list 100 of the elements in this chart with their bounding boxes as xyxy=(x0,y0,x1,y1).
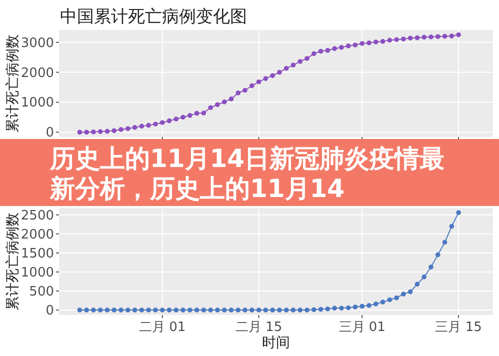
point xyxy=(456,210,461,215)
chart-title: 中国累计死亡病例变化图 xyxy=(60,7,247,27)
point xyxy=(298,59,303,64)
point xyxy=(298,308,303,312)
point xyxy=(270,308,275,312)
point xyxy=(435,252,440,258)
point xyxy=(346,43,351,48)
point xyxy=(139,124,144,129)
point xyxy=(125,126,130,132)
point xyxy=(160,308,165,312)
point xyxy=(401,36,406,42)
point xyxy=(222,100,227,104)
point xyxy=(366,303,372,308)
point xyxy=(387,38,392,43)
y-tick-label: 3000 xyxy=(20,36,54,51)
point xyxy=(160,120,165,126)
point xyxy=(318,48,324,54)
point xyxy=(366,40,372,46)
point xyxy=(91,130,96,134)
point xyxy=(236,90,241,96)
point xyxy=(153,122,158,127)
y-tick-label: 2000 xyxy=(20,227,54,242)
point xyxy=(104,308,110,312)
point xyxy=(201,308,206,312)
point xyxy=(277,308,282,312)
point xyxy=(77,130,82,135)
point xyxy=(222,308,227,312)
point xyxy=(228,308,234,312)
point xyxy=(215,308,220,312)
point xyxy=(166,308,172,312)
point xyxy=(180,114,186,120)
point xyxy=(187,308,192,312)
point xyxy=(428,264,434,270)
y-axis-title: 累计死亡病例数 xyxy=(5,212,21,310)
y-tick-label: 500 xyxy=(29,284,54,300)
point xyxy=(139,308,144,312)
point xyxy=(208,308,213,312)
y-tick-label: 1500 xyxy=(20,246,54,262)
point xyxy=(194,308,200,312)
point xyxy=(132,125,138,130)
point xyxy=(208,105,213,110)
point xyxy=(449,34,454,38)
point xyxy=(146,308,151,312)
point xyxy=(394,37,399,42)
point xyxy=(146,122,151,128)
y-tick-label: 1000 xyxy=(20,96,54,111)
point xyxy=(304,308,310,312)
x-tick-label: 三月 15 xyxy=(435,320,482,335)
point xyxy=(422,34,427,40)
point xyxy=(215,102,220,108)
point xyxy=(380,300,386,304)
point xyxy=(112,308,117,312)
point xyxy=(249,83,254,88)
point xyxy=(394,295,399,300)
point xyxy=(242,308,248,312)
point xyxy=(174,308,179,312)
point xyxy=(284,66,289,71)
point xyxy=(77,308,82,312)
point xyxy=(284,308,289,312)
point xyxy=(325,306,330,312)
point xyxy=(352,304,358,310)
point xyxy=(428,34,434,40)
point xyxy=(318,306,324,312)
point xyxy=(311,307,316,312)
point xyxy=(352,42,358,48)
point xyxy=(456,32,461,38)
point xyxy=(277,70,282,75)
y-tick-label: 1000 xyxy=(20,265,54,280)
point xyxy=(132,308,138,312)
point xyxy=(201,110,206,116)
point xyxy=(256,308,262,312)
point xyxy=(339,44,344,50)
y-tick-label: 2000 xyxy=(20,66,54,81)
point xyxy=(242,88,248,93)
point xyxy=(435,34,440,39)
point xyxy=(112,128,117,134)
point xyxy=(125,308,130,312)
point xyxy=(373,40,378,44)
point xyxy=(360,304,365,309)
point xyxy=(118,127,124,132)
point xyxy=(325,48,330,53)
point xyxy=(84,308,89,312)
x-axis-title: 时间 xyxy=(262,335,290,351)
point xyxy=(228,96,234,102)
point xyxy=(414,35,420,40)
point xyxy=(91,308,96,312)
point xyxy=(249,308,254,312)
point xyxy=(442,34,448,39)
point xyxy=(339,306,344,311)
point xyxy=(290,308,296,312)
point xyxy=(236,308,241,312)
y-tick-label: 0 xyxy=(46,126,54,141)
point xyxy=(304,56,310,61)
y-tick-label: 2500 xyxy=(20,208,54,224)
point xyxy=(98,308,103,312)
text: 历史上的11月14日新冠肺炎疫情最新分析，历史上的11月14 xyxy=(49,144,445,203)
y-tick-label: 0 xyxy=(46,304,54,319)
point xyxy=(346,305,351,310)
point xyxy=(270,73,275,78)
point xyxy=(84,130,89,135)
